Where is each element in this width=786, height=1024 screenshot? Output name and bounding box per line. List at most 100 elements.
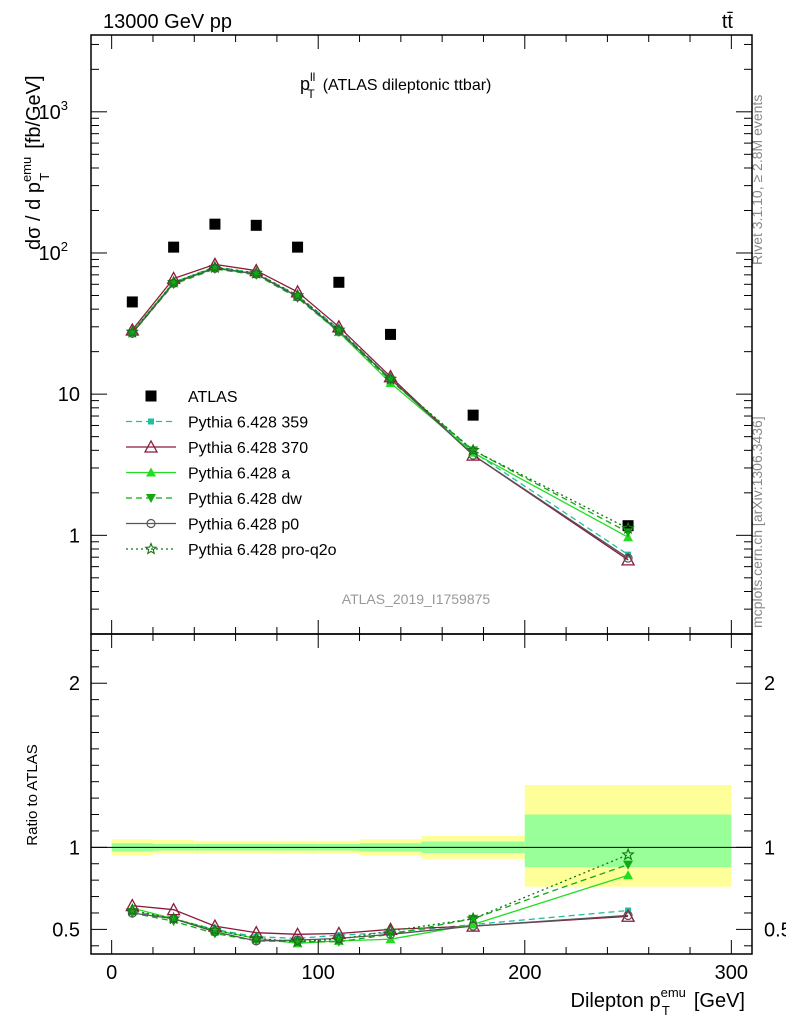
legend-marker-data bbox=[145, 390, 157, 402]
legend-label-pq2o: Pythia 6.428 pro-q2o bbox=[188, 542, 337, 559]
ytick-label: 10 bbox=[58, 384, 80, 406]
data-point-pq2o-2 bbox=[208, 260, 222, 274]
chart-title: pll T (ATLAS dileptonic ttbar) bbox=[300, 70, 491, 101]
ratio-ytick-label-left: 0.5 bbox=[52, 919, 80, 941]
ylabel-sub: T bbox=[37, 173, 52, 181]
ratio-point-pp0-2 bbox=[210, 927, 220, 937]
data-point-data-1 bbox=[168, 241, 180, 253]
ratio-point-pp0-8 bbox=[623, 910, 633, 921]
data-point-pq2o-1 bbox=[167, 275, 181, 288]
data-point-pdw-0 bbox=[127, 329, 138, 339]
ylabel-sup: emu bbox=[19, 157, 34, 182]
xlabel: Dilepton pemu T [GeV] bbox=[571, 985, 745, 1018]
data-point-pq2o-8 bbox=[621, 521, 635, 535]
ratio-point-pq2o-0 bbox=[125, 903, 139, 917]
data-point-pp0-3 bbox=[251, 269, 261, 279]
main-ylabel: dσ / d pemu T [fb/GeV] bbox=[19, 75, 52, 250]
ytick-label: 1 bbox=[69, 525, 80, 547]
title-rest: (ATLAS dileptonic ttbar) bbox=[323, 77, 492, 94]
data-point-p370-8 bbox=[620, 552, 636, 566]
ratio-uncertainty-bands bbox=[111, 784, 732, 887]
series-line-p359 bbox=[131, 266, 629, 556]
ratio-line-p359 bbox=[132, 909, 629, 940]
energy-label: 13000 GeV pp bbox=[103, 11, 232, 33]
legend-label-pp0: Pythia 6.428 p0 bbox=[188, 517, 299, 534]
legend: ATLAS Pythia 6.428 359 Pythia 6.428 370 Pyt… bbox=[126, 389, 337, 559]
title-sup: ll bbox=[310, 70, 315, 84]
data-point-data-7 bbox=[467, 409, 479, 421]
ratio-ylabel: Ratio to ATLAS bbox=[24, 744, 41, 845]
legend-marker-pdw bbox=[146, 494, 156, 503]
data-point-pp0-2 bbox=[210, 263, 220, 273]
ratio-ytick-label-right: 2 bbox=[764, 673, 775, 695]
ratio-point-pq2o-5 bbox=[332, 932, 346, 945]
legend-label-p370: Pythia 6.428 370 bbox=[188, 440, 308, 457]
xtick-label: 200 bbox=[508, 962, 541, 984]
legend-marker-pp0 bbox=[146, 518, 156, 529]
main-series-markers bbox=[125, 218, 636, 566]
data-point-pp0-1 bbox=[169, 278, 179, 288]
ratio-axis-ticks: 0.5 0.5 1 1 2 2 0 100 200 300 bbox=[52, 634, 786, 984]
data-point-pp0-7 bbox=[468, 450, 478, 460]
legend-marker-p370 bbox=[143, 439, 159, 453]
process-label: tt̄ bbox=[722, 11, 734, 33]
data-point-data-0 bbox=[126, 296, 138, 308]
data-point-pq2o-7 bbox=[466, 443, 480, 457]
ratio-point-pa-8 bbox=[623, 870, 634, 880]
xlabel-pre: Dilepton p bbox=[571, 990, 661, 1012]
legend-label-pa: Pythia 6.428 a bbox=[188, 466, 290, 483]
ratio-point-pq2o-1 bbox=[167, 911, 181, 925]
ratio-point-pa-7 bbox=[468, 919, 479, 929]
ratio-point-pdw-8 bbox=[623, 860, 634, 870]
data-point-pp0-0 bbox=[127, 328, 137, 338]
data-point-data-8 bbox=[622, 520, 634, 532]
xtick-label: 100 bbox=[302, 962, 335, 984]
ratio-point-pp0-7 bbox=[468, 921, 478, 931]
legend-label-p359: Pythia 6.428 359 bbox=[188, 415, 308, 432]
ratio-panel: 0.5 0.5 1 1 2 2 0 100 200 300 Ratio to ATLAS Dile… bbox=[24, 633, 786, 1018]
analysis-watermark: ATLAS_2019_I1759875 bbox=[342, 591, 491, 607]
legend-marker-pa bbox=[146, 467, 156, 477]
data-point-pq2o-4 bbox=[290, 288, 305, 302]
data-point-pp0-4 bbox=[292, 292, 303, 302]
ratio-line-p370 bbox=[132, 904, 629, 935]
xlabel-sup: emu bbox=[661, 985, 686, 1000]
xlabel-post: [GeV] bbox=[694, 990, 745, 1012]
main-axis-ticks: 1 10 102 103 bbox=[39, 35, 752, 635]
data-point-pq2o-6 bbox=[383, 371, 398, 385]
ratio-point-p370-8 bbox=[620, 908, 636, 922]
ratio-point-pq2o-6 bbox=[383, 923, 398, 937]
data-point-pp0-5 bbox=[334, 326, 344, 336]
ratio-point-pq2o-7 bbox=[466, 911, 480, 925]
legend-marker-pq2o bbox=[144, 541, 158, 555]
ratio-point-pq2o-2 bbox=[208, 923, 222, 936]
data-point-data-3 bbox=[250, 219, 262, 231]
xtick-label: 0 bbox=[106, 962, 117, 984]
data-point-pq2o-0 bbox=[125, 325, 139, 338]
xtick-label: 300 bbox=[715, 962, 748, 984]
ratio-point-pp0-6 bbox=[385, 929, 396, 939]
data-point-pp0-8 bbox=[623, 553, 633, 563]
ylabel-pre: dσ / d p bbox=[23, 182, 45, 250]
ylabel-post: [fb/GeV] bbox=[23, 75, 45, 148]
ratio-point-pp0-0 bbox=[127, 908, 137, 918]
legend-label-data: ATLAS bbox=[188, 389, 238, 406]
series-line-pp0 bbox=[131, 267, 629, 559]
data-point-pq2o-3 bbox=[249, 266, 263, 279]
legend-label-pdw: Pythia 6.428 dw bbox=[188, 491, 302, 508]
ratio-point-pq2o-8 bbox=[621, 847, 635, 861]
mcplots-label: mcplots.cern.ch [arXiv:1306.3436] bbox=[749, 416, 765, 628]
title-sub: T bbox=[307, 87, 315, 101]
ratio-ytick-label-left: 2 bbox=[69, 673, 80, 695]
ratio-line-pq2o bbox=[132, 854, 629, 943]
rivet-label: Rivet 3.1.10, ≥ 2.8M events bbox=[749, 95, 765, 265]
band-inner-8 bbox=[524, 814, 732, 868]
ratio-ytick-label-right: 1 bbox=[764, 837, 775, 859]
data-point-pq2o-5 bbox=[332, 322, 346, 336]
ratio-point-pq2o-3 bbox=[249, 931, 263, 945]
main-panel: 1 10 102 103 pll T (ATLAS dileptonic ttbar) d… bbox=[19, 34, 753, 635]
title-main: p bbox=[300, 74, 310, 94]
data-point-data-4 bbox=[292, 241, 304, 253]
ratio-plot-frame bbox=[90, 633, 753, 955]
